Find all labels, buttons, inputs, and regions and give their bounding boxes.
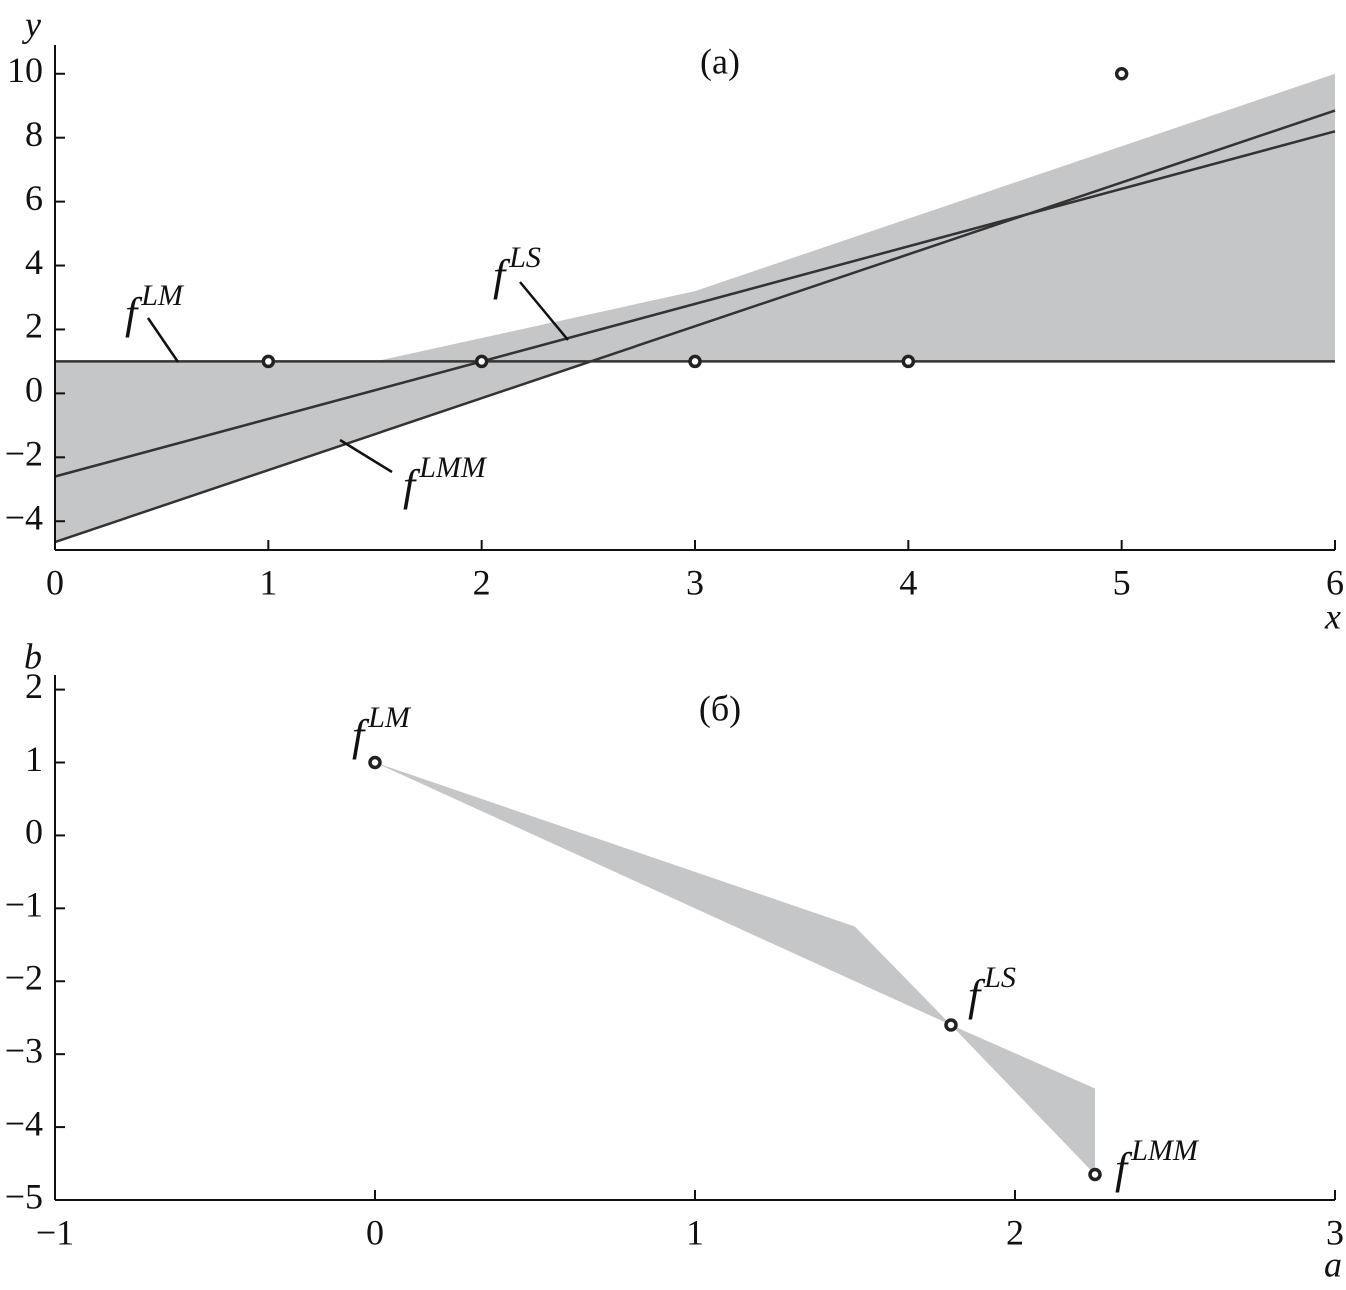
y-tick-label: 1 [25, 739, 43, 779]
annotation-sup: LS [983, 961, 1016, 994]
annotation-sup: LM [367, 701, 412, 734]
x-tick-label: 0 [366, 1212, 384, 1252]
data-point [944, 1018, 958, 1032]
leader-line [146, 317, 180, 363]
data-point [474, 354, 489, 369]
y-tick-label: −3 [5, 1030, 43, 1070]
x-tick-label: 3 [686, 562, 704, 602]
y-tick-label: 0 [25, 812, 43, 852]
x-tick-label: 1 [259, 562, 277, 602]
x-tick-label: −1 [36, 1212, 74, 1252]
leader-line [339, 438, 393, 474]
y-tick-label: −4 [5, 497, 43, 537]
y-axis-label: b [24, 636, 42, 676]
annotation-sup: LM [140, 279, 185, 312]
y-tick-label: −2 [5, 958, 43, 998]
x-tick-label: 4 [899, 562, 917, 602]
x-tick-label: 3 [1326, 1212, 1344, 1252]
panel-label: (a) [700, 41, 740, 81]
annotation-sup: LS [508, 241, 541, 274]
y-tick-label: 2 [25, 306, 43, 346]
leader-line [519, 281, 569, 341]
annotation: f LMM [1115, 1134, 1200, 1193]
x-tick-label: 6 [1326, 562, 1344, 602]
y-tick-label: 0 [25, 370, 43, 410]
data-point [368, 755, 382, 770]
x-tick-label: 1 [686, 1212, 704, 1252]
annotation-sup: LMM [1130, 1134, 1200, 1167]
data-point [1114, 67, 1129, 81]
y-tick-label: −4 [5, 1103, 43, 1143]
data-point [688, 354, 702, 369]
y-tick-label: −5 [5, 1176, 43, 1216]
x-axis-label: x [1324, 596, 1341, 636]
y-tick-label: 6 [25, 178, 43, 218]
y-tick-label: −1 [5, 885, 43, 925]
shaded-region [55, 73, 1335, 543]
data-point [261, 354, 276, 369]
x-tick-label: 2 [1006, 1212, 1024, 1252]
x-tick-label: 5 [1113, 562, 1131, 602]
y-tick-label: −2 [5, 434, 43, 474]
annotation: f LM [352, 701, 412, 760]
fit-line [54, 109, 1336, 544]
y-tick-label: 10 [7, 50, 43, 90]
panel: −1 0 1 2 3 −5 −4 −3 −2 −1 0 1 2 (б) a b f LM f LS f LMM [5, 636, 1344, 1284]
annotation-sup: LMM [418, 451, 488, 484]
data-point [1088, 1167, 1102, 1182]
x-tick-label: 0 [46, 562, 64, 602]
x-axis-label: a [1324, 1244, 1342, 1284]
annotation: f LS [493, 241, 541, 300]
annotation: f LS [968, 961, 1016, 1020]
fit-line [54, 130, 1336, 478]
annotation: f LMM [403, 451, 488, 510]
data-point [901, 354, 916, 369]
y-tick-label: 2 [25, 666, 43, 706]
panel-label: (б) [699, 688, 741, 728]
y-tick-label: 4 [25, 242, 43, 282]
y-axis-label: y [22, 4, 41, 44]
x-tick-label: 2 [473, 562, 491, 602]
y-tick-label: 8 [25, 114, 43, 154]
